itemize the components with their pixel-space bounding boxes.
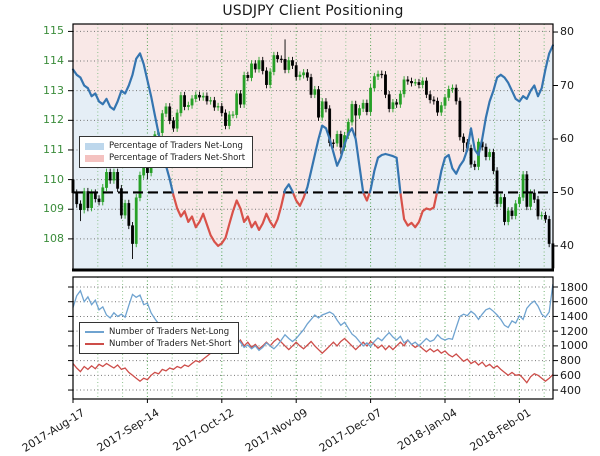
legend-row-net-short-count: Number of Traders Net-Short bbox=[85, 338, 231, 350]
count-axis-tick-600: 600 bbox=[560, 368, 581, 382]
count-axis-tick-800: 800 bbox=[560, 354, 581, 368]
percent-axis-tick-60: 60 bbox=[560, 131, 574, 145]
price-axis-tick-110: 110 bbox=[43, 172, 64, 186]
horizontal-gridlines bbox=[73, 30, 553, 391]
panel-borders bbox=[72, 23, 554, 400]
price-axis-tick-115: 115 bbox=[43, 24, 64, 38]
tick-marks bbox=[68, 30, 558, 403]
count-axis-tick-1000: 1000 bbox=[560, 339, 588, 353]
net-short-percent-swatch-icon bbox=[85, 154, 104, 162]
percent-axis-tick-40: 40 bbox=[560, 238, 574, 252]
net-long-percent-label: Percentage of Traders Net-Long bbox=[109, 141, 243, 151]
count-axis-tick-1200: 1200 bbox=[560, 324, 588, 338]
chart-title: USDJPY Client Positioning bbox=[222, 3, 404, 19]
number-legend: Number of Traders Net-Long Number of Tra… bbox=[79, 322, 240, 354]
legend-row-net-long-count: Number of Traders Net-Long bbox=[85, 326, 231, 338]
price-axis-tick-109: 109 bbox=[43, 202, 64, 216]
percentage-legend: Percentage of Traders Net-Long Percentag… bbox=[79, 136, 254, 168]
count-axis-tick-1400: 1400 bbox=[560, 309, 588, 323]
percent-axis-tick-50: 50 bbox=[560, 185, 574, 199]
net-short-count-label: Number of Traders Net-Short bbox=[109, 339, 232, 349]
count-axis-tick-1800: 1800 bbox=[560, 280, 588, 294]
percent-axis-tick-70: 70 bbox=[560, 78, 574, 92]
sentiment-fills bbox=[73, 24, 553, 271]
count-axis-tick-1600: 1600 bbox=[560, 295, 588, 309]
count-axis-tick-400: 400 bbox=[560, 383, 581, 397]
sentiment-line bbox=[71, 44, 554, 247]
price-axis-tick-113: 113 bbox=[43, 83, 64, 97]
net-long-count-label: Number of Traders Net-Long bbox=[109, 327, 230, 337]
price-axis-tick-114: 114 bbox=[43, 54, 64, 68]
net-long-percent-swatch-icon bbox=[85, 142, 104, 150]
legend-row-net-long-percent: Percentage of Traders Net-Long bbox=[85, 140, 245, 152]
net-short-count-line-icon bbox=[85, 343, 104, 345]
legend-row-net-short-percent: Percentage of Traders Net-Short bbox=[85, 152, 245, 164]
percent-axis-tick-80: 80 bbox=[560, 25, 574, 39]
price-axis-tick-112: 112 bbox=[43, 113, 64, 127]
price-axis-tick-111: 111 bbox=[43, 142, 64, 156]
net-long-count-line-icon bbox=[85, 331, 104, 333]
trader-count-lines bbox=[72, 284, 554, 384]
price-axis-tick-108: 108 bbox=[43, 231, 64, 245]
net-short-percent-label: Percentage of Traders Net-Short bbox=[109, 153, 246, 163]
